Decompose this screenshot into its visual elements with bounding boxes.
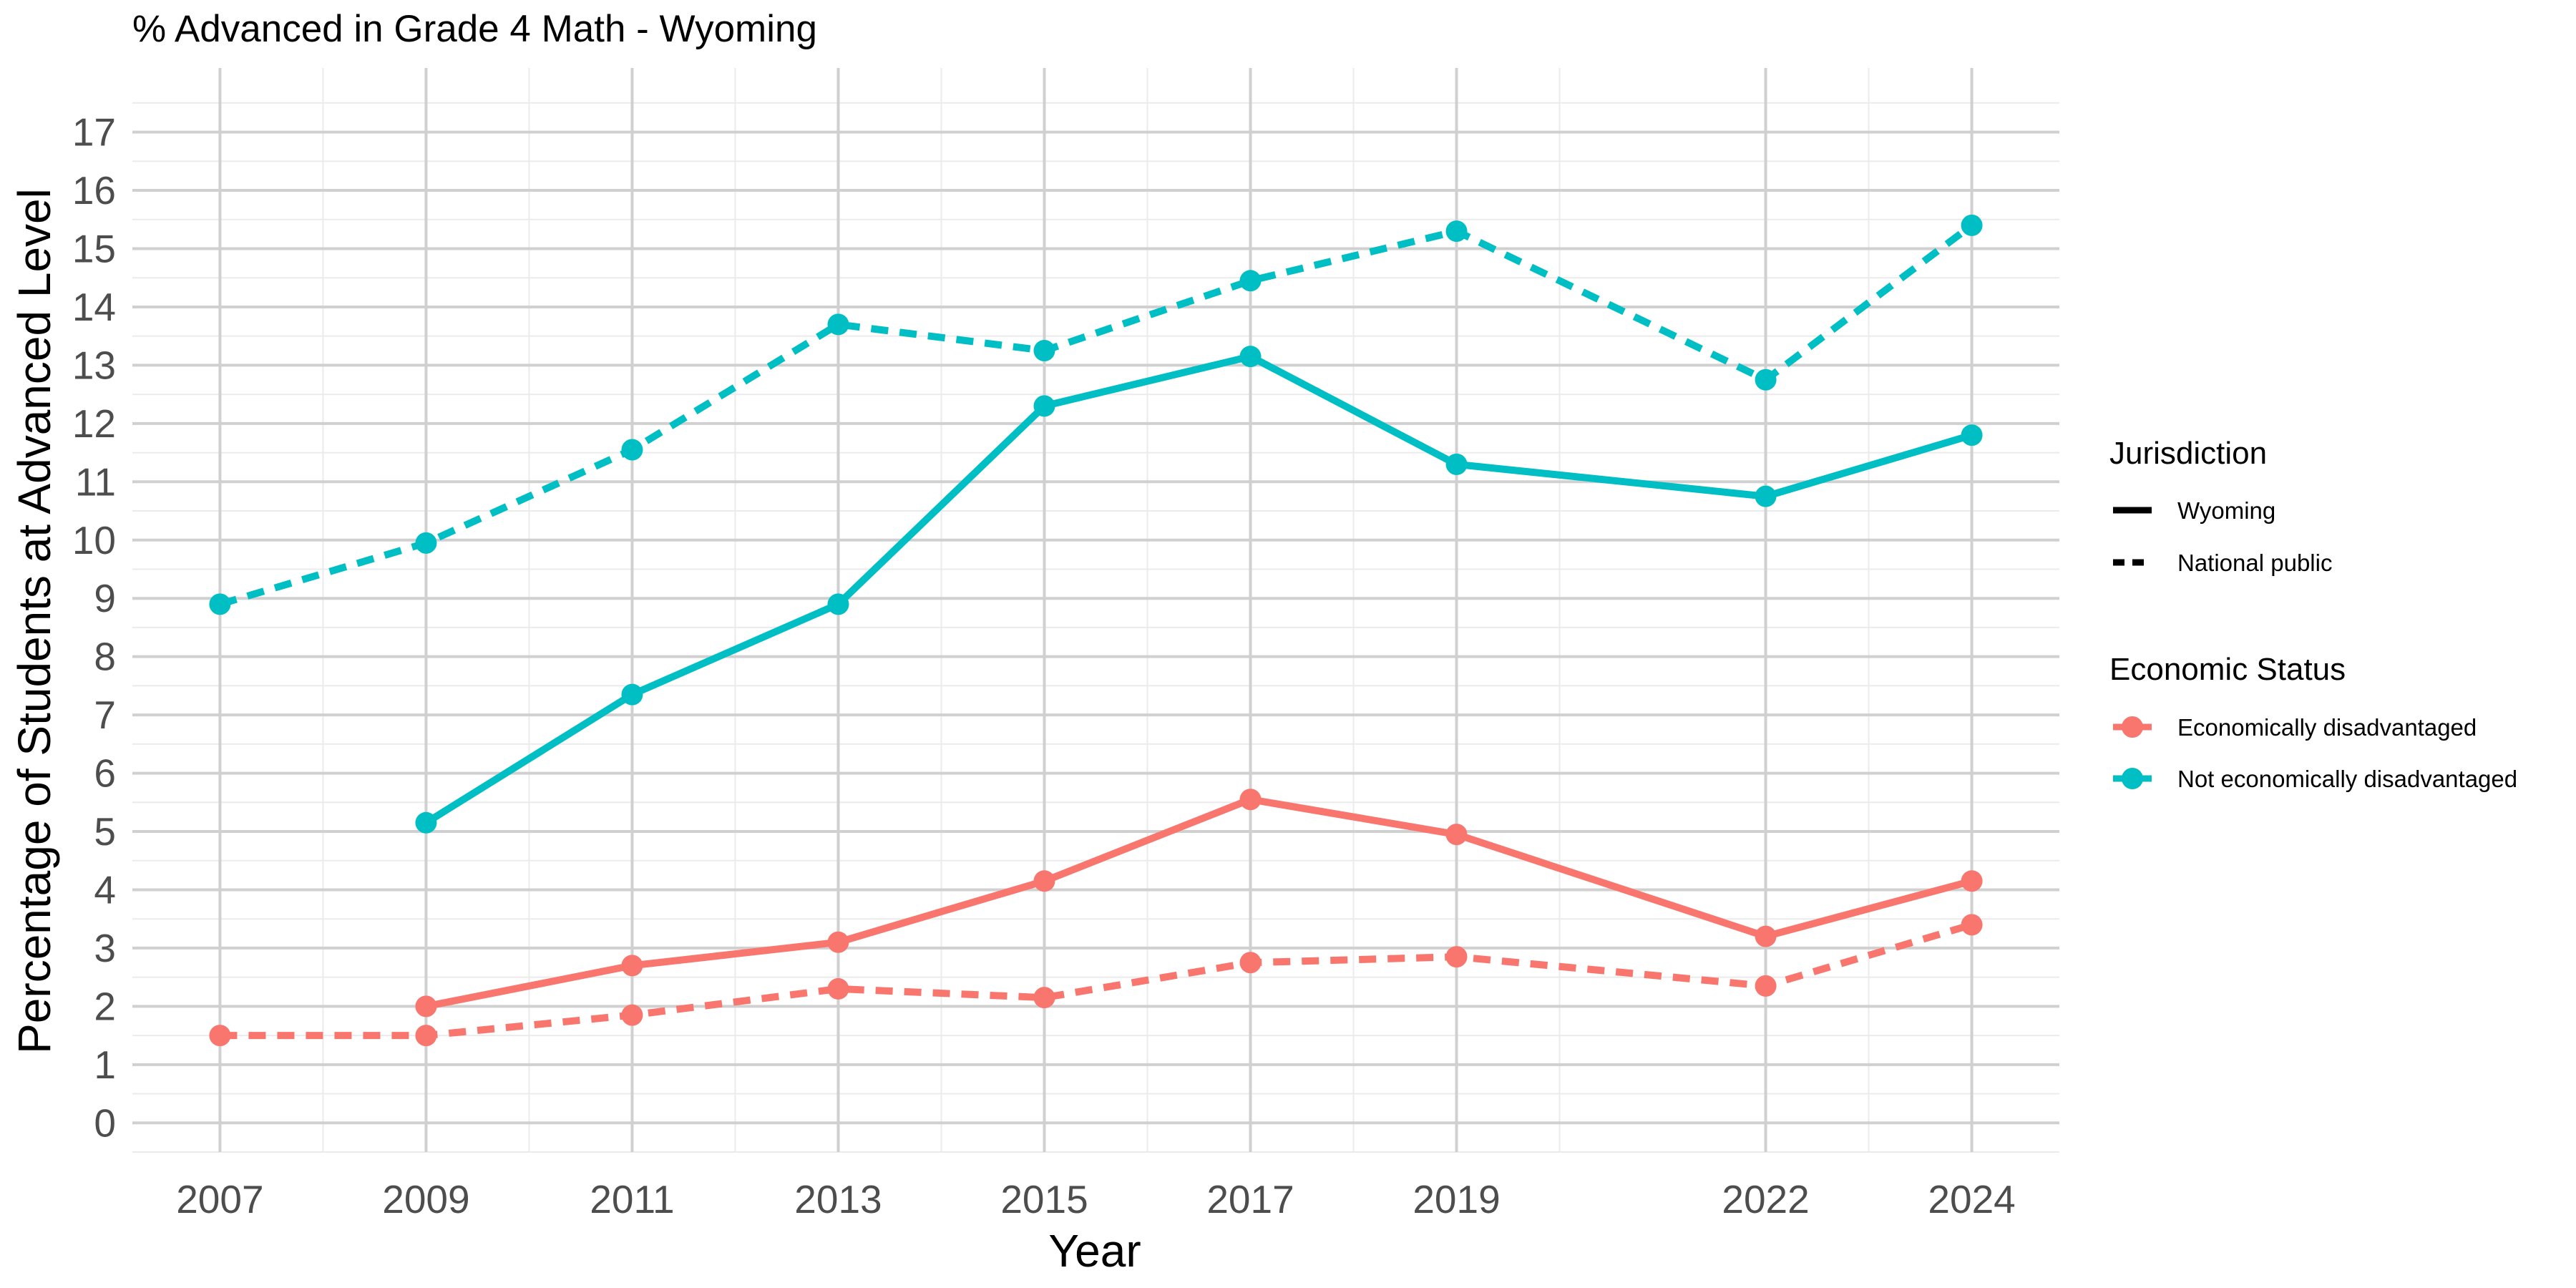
x-tick-label: 2022 bbox=[1722, 1177, 1809, 1221]
series-economically-disadvantaged-wyoming bbox=[415, 789, 1983, 1018]
y-tick-label: 15 bbox=[72, 227, 116, 271]
data-point-not-economically-disadvantaged-wyoming-2009 bbox=[415, 811, 437, 834]
data-point-not-economically-disadvantaged-wyoming-2015 bbox=[1033, 395, 1055, 417]
data-point-economically-disadvantaged-national-public-2007 bbox=[209, 1025, 231, 1047]
data-point-not-economically-disadvantaged-national-public-2011 bbox=[621, 439, 643, 461]
y-tick-label: 13 bbox=[72, 343, 116, 387]
y-tick-label: 3 bbox=[94, 926, 116, 970]
data-point-not-economically-disadvantaged-national-public-2022 bbox=[1755, 369, 1777, 391]
data-point-economically-disadvantaged-wyoming-2009 bbox=[415, 995, 437, 1018]
y-tick-label: 17 bbox=[72, 110, 116, 155]
data-point-not-economically-disadvantaged-national-public-2015 bbox=[1033, 340, 1055, 362]
series-economically-disadvantaged-national-public bbox=[209, 914, 1983, 1047]
legend-economic-status: Economic Status Economically disadvantag… bbox=[2109, 652, 2517, 792]
data-point-not-economically-disadvantaged-wyoming-2022 bbox=[1755, 485, 1777, 507]
series-line-economically-disadvantaged-national-public bbox=[220, 921, 1974, 1040]
data-point-not-economically-disadvantaged-national-public-2007 bbox=[209, 593, 231, 615]
x-axis-title: Year bbox=[1048, 1225, 1141, 1277]
y-tick-label: 12 bbox=[72, 401, 116, 446]
y-tick-label: 6 bbox=[94, 751, 116, 796]
x-tick-label: 2017 bbox=[1206, 1177, 1294, 1221]
y-tick-label: 8 bbox=[94, 635, 116, 679]
data-point-economically-disadvantaged-wyoming-2011 bbox=[621, 955, 643, 977]
y-axis-title: Percentage of Students at Advanced Level bbox=[9, 188, 60, 1054]
data-point-economically-disadvantaged-wyoming-2015 bbox=[1033, 870, 1055, 892]
data-point-economically-disadvantaged-wyoming-2019 bbox=[1445, 824, 1468, 846]
legend-not-disadvantaged-point-key bbox=[2122, 768, 2143, 789]
data-point-not-economically-disadvantaged-national-public-2013 bbox=[827, 313, 849, 336]
data-point-not-economically-disadvantaged-wyoming-2011 bbox=[621, 683, 643, 706]
data-point-not-economically-disadvantaged-national-public-2017 bbox=[1239, 270, 1262, 292]
data-point-economically-disadvantaged-national-public-2019 bbox=[1445, 946, 1468, 968]
y-tick-label: 10 bbox=[72, 518, 116, 562]
legend-disadvantaged-point-key bbox=[2122, 716, 2143, 738]
data-point-economically-disadvantaged-national-public-2024 bbox=[1961, 914, 1983, 936]
data-point-economically-disadvantaged-national-public-2017 bbox=[1239, 952, 1262, 974]
legend-not-disadvantaged-label: Not economically disadvantaged bbox=[2177, 766, 2517, 792]
y-tick-label: 11 bbox=[75, 459, 116, 504]
series-line-economically-disadvantaged-wyoming bbox=[425, 796, 1973, 1010]
data-point-not-economically-disadvantaged-wyoming-2019 bbox=[1445, 453, 1468, 475]
y-tick-label: 2 bbox=[94, 984, 116, 1028]
y-tick-label: 4 bbox=[94, 867, 116, 912]
legend-jurisdiction-title: Jurisdiction bbox=[2109, 436, 2267, 471]
legend-wyoming-label: Wyoming bbox=[2177, 497, 2275, 524]
legend-disadvantaged-label: Economically disadvantaged bbox=[2177, 714, 2477, 741]
data-point-not-economically-disadvantaged-wyoming-2024 bbox=[1961, 424, 1983, 447]
data-point-not-economically-disadvantaged-wyoming-2013 bbox=[827, 593, 849, 615]
data-point-economically-disadvantaged-national-public-2022 bbox=[1755, 975, 1777, 997]
chart-title: % Advanced in Grade 4 Math - Wyoming bbox=[132, 8, 817, 50]
data-point-economically-disadvantaged-wyoming-2013 bbox=[827, 931, 849, 953]
series-not-economically-disadvantaged-national-public bbox=[209, 214, 1983, 615]
legend-economic-status-title: Economic Status bbox=[2109, 652, 2346, 687]
data-point-economically-disadvantaged-wyoming-2022 bbox=[1755, 925, 1777, 947]
series-line-not-economically-disadvantaged-national-public bbox=[218, 222, 1974, 608]
data-point-economically-disadvantaged-wyoming-2017 bbox=[1239, 789, 1262, 811]
series-layer bbox=[209, 214, 1983, 1047]
data-point-not-economically-disadvantaged-national-public-2009 bbox=[415, 532, 437, 554]
y-tick-label: 9 bbox=[94, 576, 116, 620]
x-tick-label: 2007 bbox=[176, 1177, 263, 1221]
data-point-not-economically-disadvantaged-wyoming-2017 bbox=[1239, 346, 1262, 368]
grid-layer bbox=[132, 68, 2059, 1153]
data-point-economically-disadvantaged-wyoming-2024 bbox=[1961, 870, 1983, 892]
data-point-not-economically-disadvantaged-national-public-2024 bbox=[1961, 214, 1983, 236]
data-point-economically-disadvantaged-national-public-2011 bbox=[621, 1004, 643, 1026]
data-point-economically-disadvantaged-national-public-2013 bbox=[827, 977, 849, 1000]
data-point-economically-disadvantaged-national-public-2015 bbox=[1033, 987, 1055, 1009]
y-tick-label: 7 bbox=[94, 693, 116, 737]
x-tick-label: 2024 bbox=[1928, 1177, 2015, 1221]
x-tick-label: 2011 bbox=[590, 1177, 674, 1221]
x-tick-label: 2009 bbox=[382, 1177, 469, 1221]
y-tick-label: 0 bbox=[94, 1101, 116, 1145]
series-line-not-economically-disadvantaged-wyoming bbox=[424, 353, 1974, 826]
y-tick-label: 5 bbox=[94, 809, 116, 854]
data-point-economically-disadvantaged-national-public-2009 bbox=[415, 1025, 437, 1047]
y-tick-label: 14 bbox=[72, 285, 116, 329]
y-tick-label: 1 bbox=[94, 1043, 116, 1087]
legend-national-public-label: National public bbox=[2177, 550, 2332, 576]
legend-jurisdiction: Jurisdiction Wyoming National public bbox=[2109, 436, 2332, 576]
x-tick-label: 2015 bbox=[1000, 1177, 1088, 1221]
series-not-economically-disadvantaged-wyoming bbox=[415, 346, 1983, 834]
y-tick-label: 16 bbox=[72, 168, 116, 213]
data-point-not-economically-disadvantaged-national-public-2019 bbox=[1445, 220, 1468, 243]
x-tick-label: 2013 bbox=[794, 1177, 882, 1221]
x-tick-label: 2019 bbox=[1413, 1177, 1500, 1221]
